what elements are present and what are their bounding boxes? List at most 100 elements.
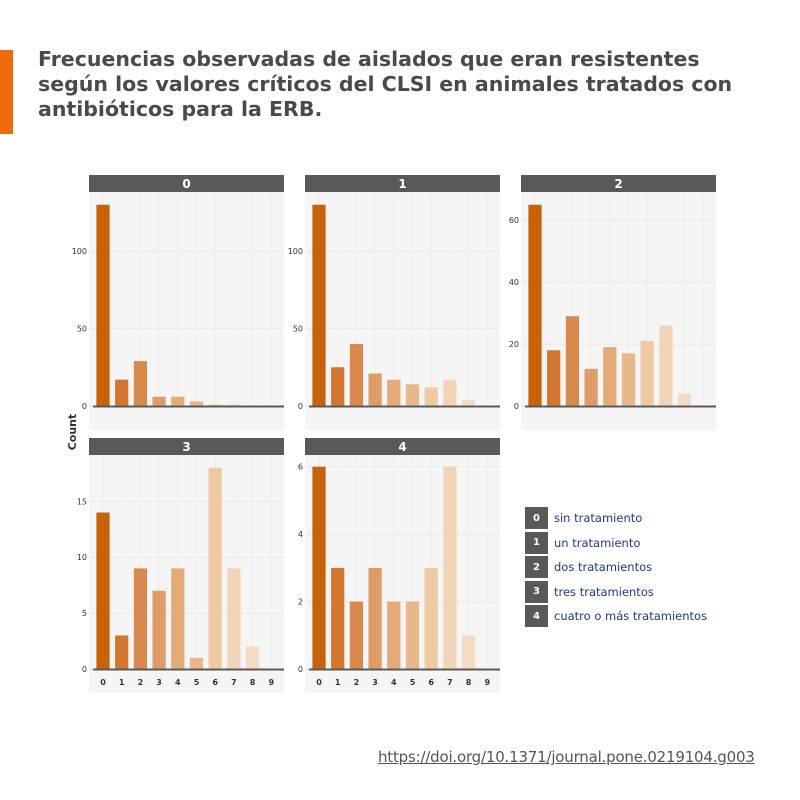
bar <box>678 393 692 406</box>
y-tick-label: 100 <box>72 247 87 256</box>
bar <box>659 325 673 406</box>
bar <box>115 635 129 669</box>
x-tick-label: 9 <box>269 678 275 687</box>
x-tick-label: 1 <box>335 678 341 687</box>
x-tick-label: 0 <box>316 678 322 687</box>
facet-label: 2 <box>614 177 622 191</box>
x-tick-label: 8 <box>466 678 472 687</box>
x-tick-label: 9 <box>485 678 491 687</box>
bar <box>387 379 401 406</box>
accent-bar <box>0 50 13 134</box>
facet-strip <box>89 175 284 192</box>
bar <box>133 568 147 669</box>
bar <box>171 568 185 669</box>
bar <box>547 350 561 406</box>
y-tick-label: 0 <box>514 402 519 411</box>
bar <box>152 590 166 669</box>
x-tick-label: 6 <box>428 678 434 687</box>
y-tick-label: 0 <box>82 402 87 411</box>
doi-link[interactable]: https://doi.org/10.1371/journal.pone.021… <box>378 748 755 766</box>
x-tick-label: 4 <box>175 678 181 687</box>
legend-label: tres tratamientos <box>554 584 654 599</box>
y-axis-label: Count <box>66 414 79 451</box>
bar <box>424 387 438 406</box>
bar <box>349 344 363 406</box>
bar <box>152 396 166 406</box>
y-tick-label: 40 <box>509 278 519 287</box>
legend-key: 0 <box>525 507 548 530</box>
bar <box>405 601 420 669</box>
bar <box>349 601 363 669</box>
legend-label: sin tratamiento <box>554 511 643 526</box>
bar <box>189 401 204 406</box>
bar <box>462 399 476 406</box>
legend-item: 4 cuatro o más tratamientos <box>525 604 765 629</box>
bar <box>405 384 420 406</box>
y-tick-label: 60 <box>509 216 519 225</box>
bar <box>227 404 241 406</box>
x-tick-label: 3 <box>372 678 378 687</box>
bar <box>227 568 241 669</box>
bar <box>368 373 382 406</box>
x-tick-label: 6 <box>212 678 218 687</box>
facet-label: 0 <box>182 177 190 191</box>
x-tick-label: 7 <box>447 678 453 687</box>
bar <box>208 404 222 406</box>
legend-item: 3 tres tratamientos <box>525 580 765 605</box>
y-tick-label: 50 <box>77 325 87 334</box>
bar <box>565 316 579 406</box>
x-tick-label: 7 <box>231 678 237 687</box>
bar <box>528 204 542 406</box>
facet-label: 4 <box>398 440 406 454</box>
y-tick-label: 50 <box>293 325 303 334</box>
x-tick-label: 2 <box>354 678 360 687</box>
facet-strip <box>89 438 284 455</box>
y-tick-label: 5 <box>82 609 87 618</box>
legend-key: 3 <box>525 580 548 603</box>
bar <box>331 367 345 406</box>
bar <box>96 512 110 669</box>
facet-label: 3 <box>182 440 190 454</box>
x-tick-label: 4 <box>391 678 397 687</box>
y-tick-label: 20 <box>509 340 519 349</box>
bar <box>368 567 382 669</box>
bar <box>115 379 129 406</box>
figure-title: Frecuencias observadas de aislados que e… <box>38 47 733 121</box>
bar <box>331 567 345 669</box>
bar <box>462 635 476 669</box>
legend-label: dos tratamientos <box>554 560 653 575</box>
bar <box>443 379 457 406</box>
y-tick-label: 4 <box>298 530 303 539</box>
x-tick-label: 5 <box>194 678 200 687</box>
bar <box>387 601 401 669</box>
facet-strip <box>305 438 500 455</box>
bar <box>621 353 636 406</box>
y-tick-label: 15 <box>77 497 87 506</box>
bar <box>133 361 147 406</box>
legend-item: 0 sin tratamiento <box>525 506 765 531</box>
x-tick-label: 8 <box>250 678 256 687</box>
y-tick-label: 2 <box>298 598 303 607</box>
bar <box>584 368 598 406</box>
x-tick-label: 1 <box>119 678 125 687</box>
x-tick-label: 3 <box>156 678 162 687</box>
y-tick-label: 0 <box>298 665 303 674</box>
x-tick-label: 5 <box>410 678 416 687</box>
bar <box>171 396 185 406</box>
facet-strip <box>305 175 500 192</box>
bar <box>443 466 457 669</box>
x-tick-label: 0 <box>100 678 106 687</box>
bar <box>312 204 326 406</box>
x-tick-label: 2 <box>138 678 144 687</box>
legend-item: 2 dos tratamientos <box>525 555 765 580</box>
bar <box>189 657 204 669</box>
legend: 0 sin tratamiento 1 un tratamiento 2 dos… <box>525 506 765 629</box>
y-tick-label: 10 <box>77 553 87 562</box>
legend-key: 4 <box>525 605 548 628</box>
bar <box>208 467 222 669</box>
y-tick-label: 0 <box>82 665 87 674</box>
bar <box>312 466 326 669</box>
bar <box>424 567 438 669</box>
legend-key: 2 <box>525 556 548 579</box>
